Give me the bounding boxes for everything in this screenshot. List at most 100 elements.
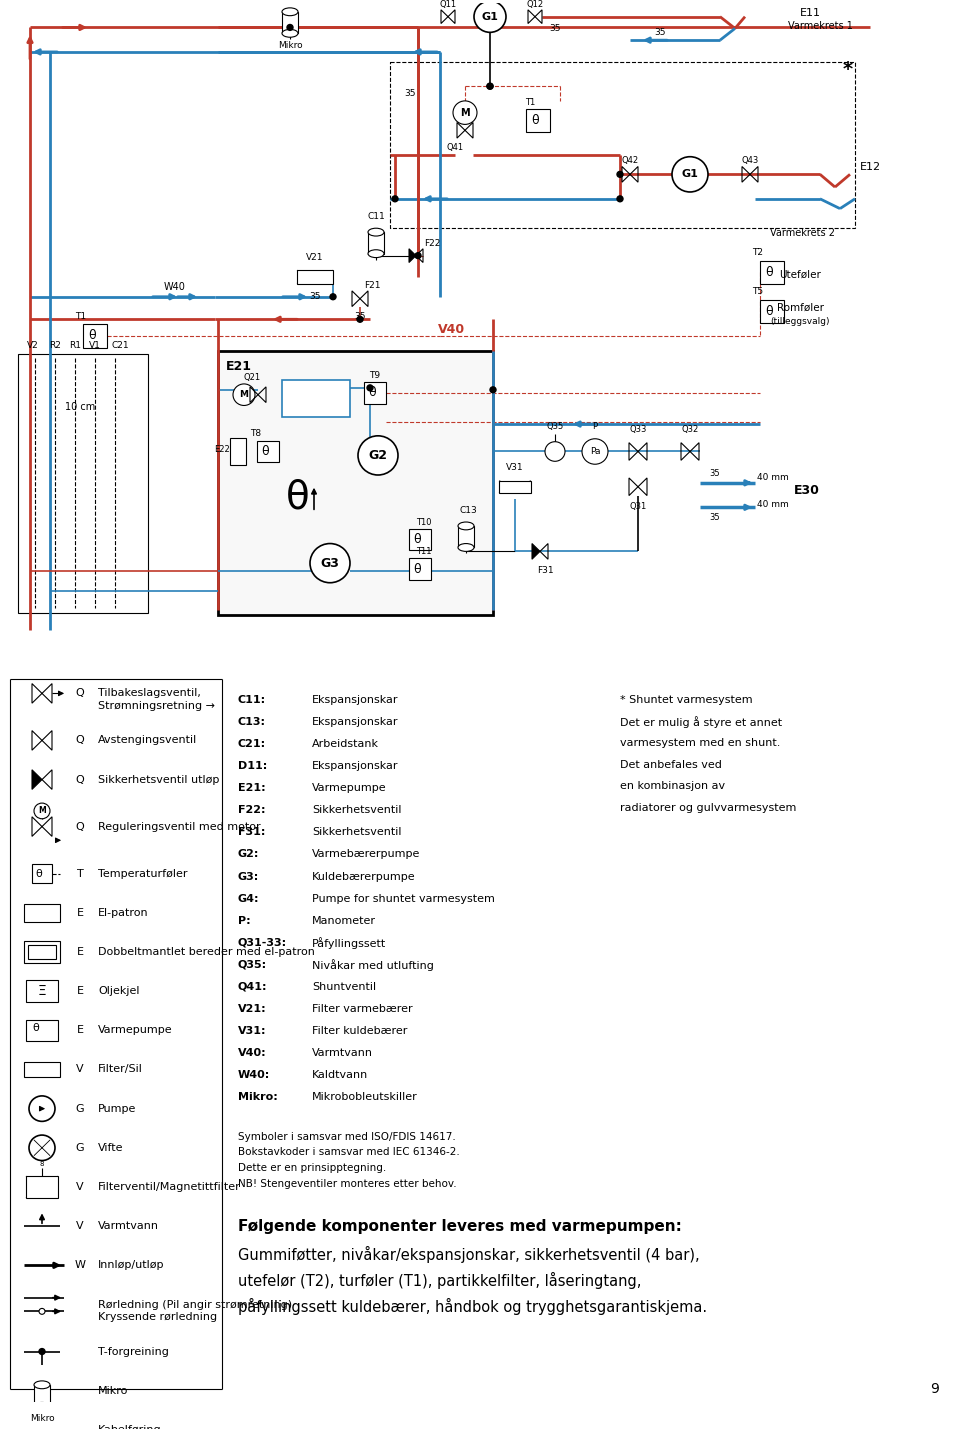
Bar	[760, 300, 784, 323]
Text: Q: Q	[76, 822, 84, 832]
Text: T8: T8	[251, 429, 261, 439]
Text: Uteføler: Uteføler	[780, 269, 821, 279]
Text: 8: 8	[39, 1162, 44, 1167]
Text: Filter/Sil: Filter/Sil	[98, 1065, 143, 1075]
Polygon shape	[32, 770, 42, 789]
Text: NB! Stengeventiler monteres etter behov.: NB! Stengeventiler monteres etter behov.	[238, 1179, 457, 1189]
Text: T11: T11	[417, 547, 432, 556]
Text: θ: θ	[36, 869, 42, 879]
Text: R1: R1	[69, 342, 81, 350]
Text: *: *	[843, 60, 853, 79]
Text: C11:: C11:	[238, 696, 266, 706]
Ellipse shape	[368, 229, 384, 236]
Circle shape	[582, 439, 608, 464]
Text: θ: θ	[413, 563, 420, 576]
Text: Dobbeltmantlet bereder med el-patron: Dobbeltmantlet bereder med el-patron	[98, 947, 315, 957]
Ellipse shape	[458, 543, 474, 552]
Text: Sikkerhetsventil: Sikkerhetsventil	[312, 827, 401, 837]
Bar	[24, 1062, 60, 1077]
Circle shape	[233, 384, 255, 406]
Bar	[499, 482, 531, 493]
Text: θ: θ	[88, 330, 96, 343]
Text: θ: θ	[765, 304, 773, 319]
Text: Shuntventil: Shuntventil	[312, 982, 376, 992]
Text: T5: T5	[753, 287, 763, 296]
Text: Q41:: Q41:	[238, 982, 268, 992]
Text: Q21: Q21	[244, 373, 260, 382]
Text: Det er mulig å styre et annet: Det er mulig å styre et annet	[620, 716, 782, 727]
Text: E12: E12	[859, 163, 880, 173]
Text: E: E	[77, 986, 84, 996]
Text: θ: θ	[413, 533, 420, 546]
Circle shape	[357, 316, 363, 322]
Text: varmesystem med en shunt.: varmesystem med en shunt.	[620, 739, 780, 749]
Text: Det anbefales ved: Det anbefales ved	[620, 760, 722, 770]
Text: Ekspansjonskar: Ekspansjonskar	[312, 696, 398, 706]
Text: V21: V21	[306, 253, 324, 262]
Text: M: M	[239, 390, 249, 399]
Text: F31:: F31:	[238, 827, 265, 837]
Text: F21: F21	[364, 280, 380, 290]
Circle shape	[487, 83, 493, 89]
Text: Varmtvann: Varmtvann	[98, 1222, 159, 1232]
Text: W40:: W40:	[238, 1070, 271, 1080]
Polygon shape	[409, 249, 416, 263]
Text: Kaldtvann: Kaldtvann	[312, 1070, 369, 1080]
Text: Q33: Q33	[630, 426, 647, 434]
Polygon shape	[532, 543, 540, 559]
Text: Q11: Q11	[440, 0, 457, 10]
Text: 35: 35	[549, 24, 561, 33]
Text: W40: W40	[164, 282, 186, 292]
Text: Mikro: Mikro	[98, 1386, 129, 1396]
Text: 10 cm: 10 cm	[65, 403, 95, 413]
Text: Avstengingsventil: Avstengingsventil	[98, 736, 197, 746]
Circle shape	[487, 83, 493, 89]
Text: G4:: G4:	[238, 893, 259, 903]
Text: Q: Q	[76, 689, 84, 699]
Text: Strømningsretning →: Strømningsretning →	[98, 702, 215, 712]
Text: T: T	[77, 869, 84, 879]
Text: Q43: Q43	[741, 156, 758, 166]
Text: 40 mm: 40 mm	[757, 500, 789, 509]
Text: 35: 35	[709, 469, 720, 477]
Text: T2: T2	[753, 249, 763, 257]
Text: V31: V31	[506, 463, 524, 472]
Text: E: E	[77, 907, 84, 917]
Bar	[28, 945, 56, 959]
Text: M: M	[460, 107, 469, 117]
Text: Filterventil/Magnetittfilter: Filterventil/Magnetittfilter	[98, 1182, 241, 1192]
Text: Q31: Q31	[630, 502, 647, 510]
Text: E21:: E21:	[238, 783, 266, 793]
Text: V: V	[76, 1182, 84, 1192]
Bar	[458, 526, 474, 547]
Ellipse shape	[282, 30, 298, 37]
Text: V: V	[76, 1222, 84, 1232]
Text: E11: E11	[800, 7, 821, 17]
Text: Pumpe: Pumpe	[98, 1103, 136, 1113]
Text: M: M	[38, 806, 46, 816]
Text: D11:: D11:	[238, 762, 267, 772]
Text: * Shuntet varmesystem: * Shuntet varmesystem	[620, 696, 753, 706]
Text: Ekspansjonskar: Ekspansjonskar	[312, 762, 398, 772]
Text: E: E	[77, 1025, 84, 1035]
Bar	[34, 1385, 50, 1406]
Text: θ: θ	[261, 444, 269, 459]
Text: P: P	[592, 422, 597, 430]
Text: Kabelføring: Kabelføring	[98, 1425, 161, 1429]
Bar	[32, 863, 52, 883]
Ellipse shape	[34, 1380, 50, 1389]
Bar	[26, 1019, 58, 1042]
Circle shape	[453, 101, 477, 124]
Text: θ: θ	[286, 479, 310, 516]
Text: W: W	[75, 1260, 85, 1270]
Text: V40:: V40:	[238, 1047, 267, 1057]
Text: T9: T9	[370, 370, 380, 380]
Text: Mikro: Mikro	[30, 1413, 55, 1423]
Circle shape	[617, 196, 623, 201]
Ellipse shape	[458, 522, 474, 530]
Text: Q32: Q32	[682, 426, 699, 434]
Text: Dette er en prinsipptegning.: Dette er en prinsipptegning.	[238, 1163, 386, 1173]
Ellipse shape	[34, 1402, 50, 1410]
Text: 9: 9	[930, 1382, 940, 1396]
Circle shape	[392, 196, 398, 201]
